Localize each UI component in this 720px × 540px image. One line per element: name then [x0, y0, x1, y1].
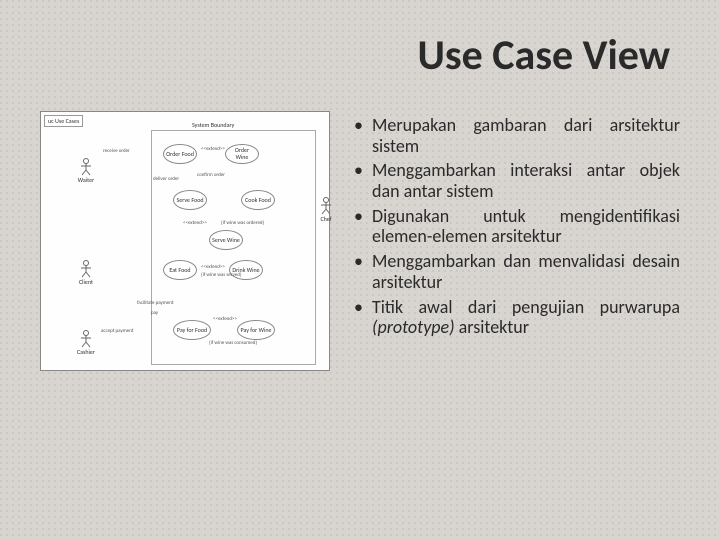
diagram-note: <<extend>>	[201, 264, 225, 270]
diagram-header: uc Use Cases	[44, 115, 83, 127]
usecase: Eat Food	[163, 260, 197, 280]
bullet-item: Merupakan gambaran dari arsitektur siste…	[350, 115, 680, 156]
diagram-note: pay	[151, 310, 158, 316]
actor-chef: Chef	[319, 197, 333, 221]
diagram-note: {if wine was served}	[201, 272, 241, 278]
diagram-note: <<extend>>	[201, 146, 225, 152]
slide-title: Use Case View	[40, 30, 680, 81]
diagram-note: <<extend>>	[213, 316, 237, 322]
diagram-note: facilitate payment	[137, 300, 174, 306]
usecase: Pay for Wine	[237, 320, 275, 340]
actor-waiter: Waiter	[79, 158, 93, 182]
bullet-item: Titik awal dari pengujian purwarupa (pro…	[350, 297, 680, 338]
bullet-item: Menggambarkan interaksi antar objek dan …	[350, 160, 680, 201]
bullet-item: Digunakan untuk mengidentifikasi elemen-…	[350, 206, 680, 247]
bullet-item: Menggambarkan dan menvalidasi desain ars…	[350, 251, 680, 292]
usecase: Serve Food	[173, 190, 207, 210]
usecase: Order Food	[163, 144, 197, 164]
usecase: Order Wine	[225, 144, 259, 164]
boundary-label: System Boundary	[192, 121, 234, 129]
diagram-note: <<extend>>	[183, 220, 207, 226]
diagram-note: receive order	[103, 148, 130, 154]
diagram-note: {if wine was ordered}	[221, 220, 264, 226]
diagram-note: accept payment	[101, 328, 133, 334]
usecase: Pay for Food	[173, 320, 211, 340]
diagram-note: {if wine was consumed}	[209, 340, 257, 346]
actor-client: Client	[79, 260, 93, 284]
usecase: Cook Food	[241, 190, 275, 210]
diagram-note: confirm order	[197, 172, 225, 178]
use-case-diagram: uc Use Cases System Boundary Waiter Chef C…	[40, 111, 330, 371]
content-row: uc Use Cases System Boundary Waiter Chef C…	[40, 111, 680, 371]
actor-cashier: Cashier	[79, 330, 93, 354]
usecase: Serve Wine	[209, 230, 243, 250]
bullet-list: Merupakan gambaran dari arsitektur siste…	[350, 111, 680, 371]
diagram-note: deliver order	[153, 176, 179, 182]
